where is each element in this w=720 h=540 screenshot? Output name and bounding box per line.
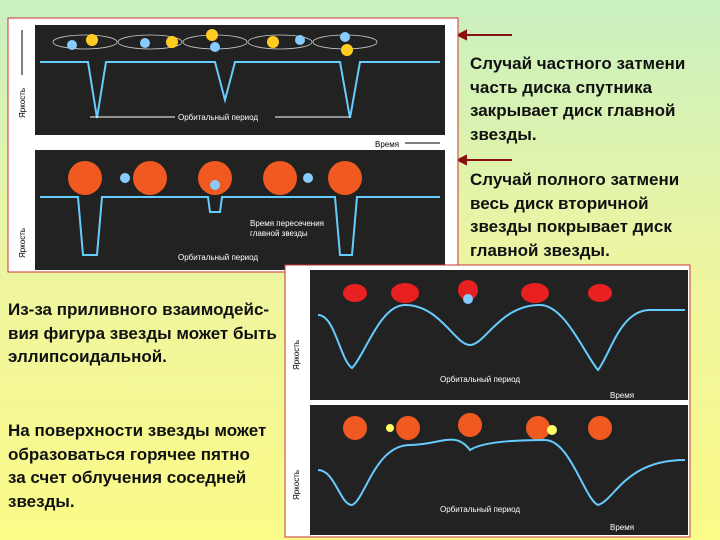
line: Из-за приливного взаимодейс- [8, 300, 270, 319]
hotspot-caption: На поверхности звезды может образоваться … [8, 419, 266, 513]
light-curve [317, 303, 685, 372]
total-caption: Случай полного затмени весь диск вторично… [470, 168, 679, 262]
panel [35, 150, 445, 270]
line: закрывает диск главной [470, 101, 676, 120]
brightness-label: Яркость [292, 340, 301, 370]
tidal-caption: Из-за приливного взаимодейс-вия фигура з… [8, 298, 277, 369]
line: вия фигура звезды может быть [8, 323, 277, 343]
light-curve [317, 438, 686, 507]
partial-caption: Случай частного затмени часть диска спутн… [470, 52, 685, 146]
line: часть диска спутника [470, 77, 653, 97]
line: звезды. [470, 124, 537, 144]
panel [310, 405, 688, 535]
brightness-label: Яркость [18, 228, 27, 258]
time-label: Время [375, 140, 399, 149]
light-curve [40, 196, 440, 256]
line: На поверхности звезды может [8, 421, 267, 440]
line: за счет облучения соседней [8, 468, 247, 487]
line: главной звезды. [470, 240, 610, 260]
crossing-label: главной звезды [250, 229, 308, 238]
line: весь диск вторичной [470, 193, 649, 213]
brightness-label: Яркость [18, 88, 27, 118]
line: звезды покрывает диск [470, 217, 672, 236]
period-label: Орбитальный период [440, 505, 520, 514]
period-label: Орбитальный период [178, 253, 258, 262]
stars [68, 161, 362, 195]
period-label: Орбитальный период [440, 375, 520, 384]
label-bg [175, 112, 275, 122]
line: образоваться горячее пятно [8, 444, 250, 464]
period-label: Орбитальный период [178, 113, 258, 122]
arrows [455, 29, 512, 166]
light-curve [40, 61, 440, 119]
crossing-label: Время пересечения [250, 219, 324, 228]
line: эллипсоидальной. [8, 347, 167, 366]
stars [343, 280, 612, 440]
line: Случай частного затмени [470, 54, 686, 73]
time-label: Время [610, 523, 634, 532]
line: звезды. [8, 491, 75, 511]
stars [67, 29, 353, 56]
brightness-label: Яркость [292, 470, 301, 500]
time-label: Время [610, 391, 634, 400]
line: Случай полного затмени [470, 170, 680, 189]
